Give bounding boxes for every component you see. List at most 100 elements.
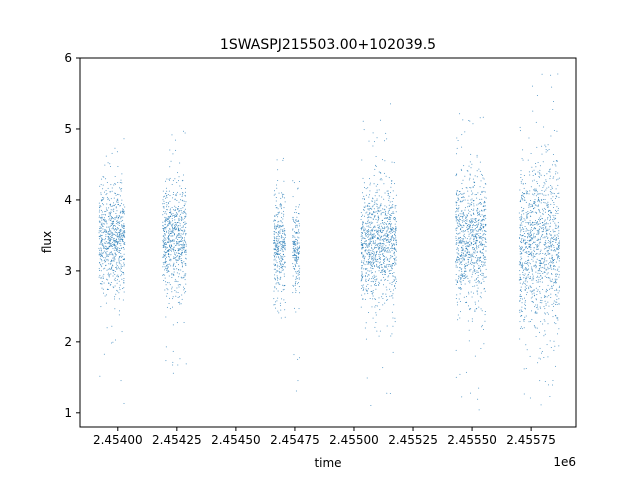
data-point	[470, 199, 472, 201]
data-point	[535, 265, 537, 267]
data-point	[541, 270, 543, 272]
data-point	[169, 263, 171, 265]
data-point	[296, 232, 298, 234]
data-point	[110, 244, 112, 246]
data-point	[529, 246, 531, 248]
data-point	[292, 284, 294, 286]
data-point	[524, 193, 526, 195]
data-point	[370, 221, 372, 223]
data-point	[382, 298, 384, 300]
data-point	[537, 362, 539, 364]
data-point	[378, 255, 380, 257]
data-point	[165, 346, 167, 348]
data-point	[478, 280, 480, 282]
data-point	[101, 280, 103, 282]
data-point	[550, 203, 552, 205]
data-point	[123, 262, 125, 264]
data-point	[279, 242, 281, 244]
data-point	[110, 232, 112, 234]
data-point	[366, 289, 368, 291]
data-point	[543, 194, 545, 196]
data-point	[118, 262, 120, 264]
data-point	[177, 209, 179, 211]
data-point	[181, 237, 183, 239]
data-point	[374, 202, 376, 204]
data-point	[523, 218, 525, 220]
data-point	[544, 308, 546, 310]
data-point	[367, 284, 369, 286]
data-point	[172, 232, 174, 234]
data-point	[480, 227, 482, 229]
data-point	[102, 263, 104, 265]
data-point	[464, 230, 466, 232]
data-point	[477, 240, 479, 242]
data-point	[537, 308, 539, 310]
data-point	[162, 203, 164, 205]
data-point	[524, 251, 526, 253]
data-point	[459, 232, 461, 234]
data-point	[521, 248, 523, 250]
data-point	[545, 230, 547, 232]
data-point	[530, 286, 532, 288]
data-point	[520, 259, 522, 261]
data-point	[177, 296, 179, 298]
data-point	[370, 261, 372, 263]
data-point	[275, 207, 277, 209]
data-point	[540, 307, 542, 309]
data-point	[103, 282, 105, 284]
x-tick-label: 2.45525	[388, 433, 438, 447]
data-point	[114, 247, 116, 249]
data-point	[465, 301, 467, 303]
data-point	[532, 237, 534, 239]
data-point	[297, 283, 298, 285]
data-point	[179, 248, 181, 250]
data-point	[292, 218, 294, 220]
data-point	[387, 195, 389, 197]
data-point	[279, 258, 281, 260]
data-point	[118, 239, 120, 241]
data-point	[112, 272, 114, 274]
data-point	[277, 239, 279, 241]
data-point	[465, 217, 467, 219]
data-point	[455, 211, 457, 213]
data-point	[122, 236, 124, 238]
data-point	[391, 207, 393, 209]
data-point	[294, 236, 296, 238]
data-point	[461, 242, 463, 244]
data-point	[540, 237, 542, 239]
data-point	[104, 238, 106, 240]
data-point	[555, 173, 557, 175]
data-point	[520, 170, 522, 172]
data-point	[554, 269, 556, 271]
data-point	[102, 176, 104, 178]
data-point	[477, 233, 479, 235]
data-point	[534, 190, 536, 192]
data-point	[184, 191, 186, 193]
data-point	[109, 228, 111, 230]
data-point	[119, 249, 121, 251]
data-point	[280, 235, 282, 237]
data-point	[477, 258, 479, 260]
data-point	[520, 180, 522, 182]
data-point	[373, 262, 375, 264]
data-point	[522, 194, 524, 196]
data-point	[172, 235, 174, 237]
data-point	[104, 221, 106, 223]
data-point	[377, 244, 379, 246]
data-point	[467, 225, 469, 227]
data-point	[369, 237, 371, 239]
data-point	[108, 212, 110, 214]
data-point	[532, 174, 534, 176]
data-point	[112, 260, 114, 262]
data-point	[362, 120, 364, 122]
data-point	[362, 246, 364, 248]
data-point	[469, 232, 471, 234]
data-point	[537, 200, 539, 202]
data-point	[457, 256, 459, 258]
data-point	[110, 166, 111, 168]
data-point	[466, 254, 468, 256]
data-point	[365, 249, 367, 251]
data-point	[166, 269, 168, 271]
data-point	[529, 224, 531, 226]
